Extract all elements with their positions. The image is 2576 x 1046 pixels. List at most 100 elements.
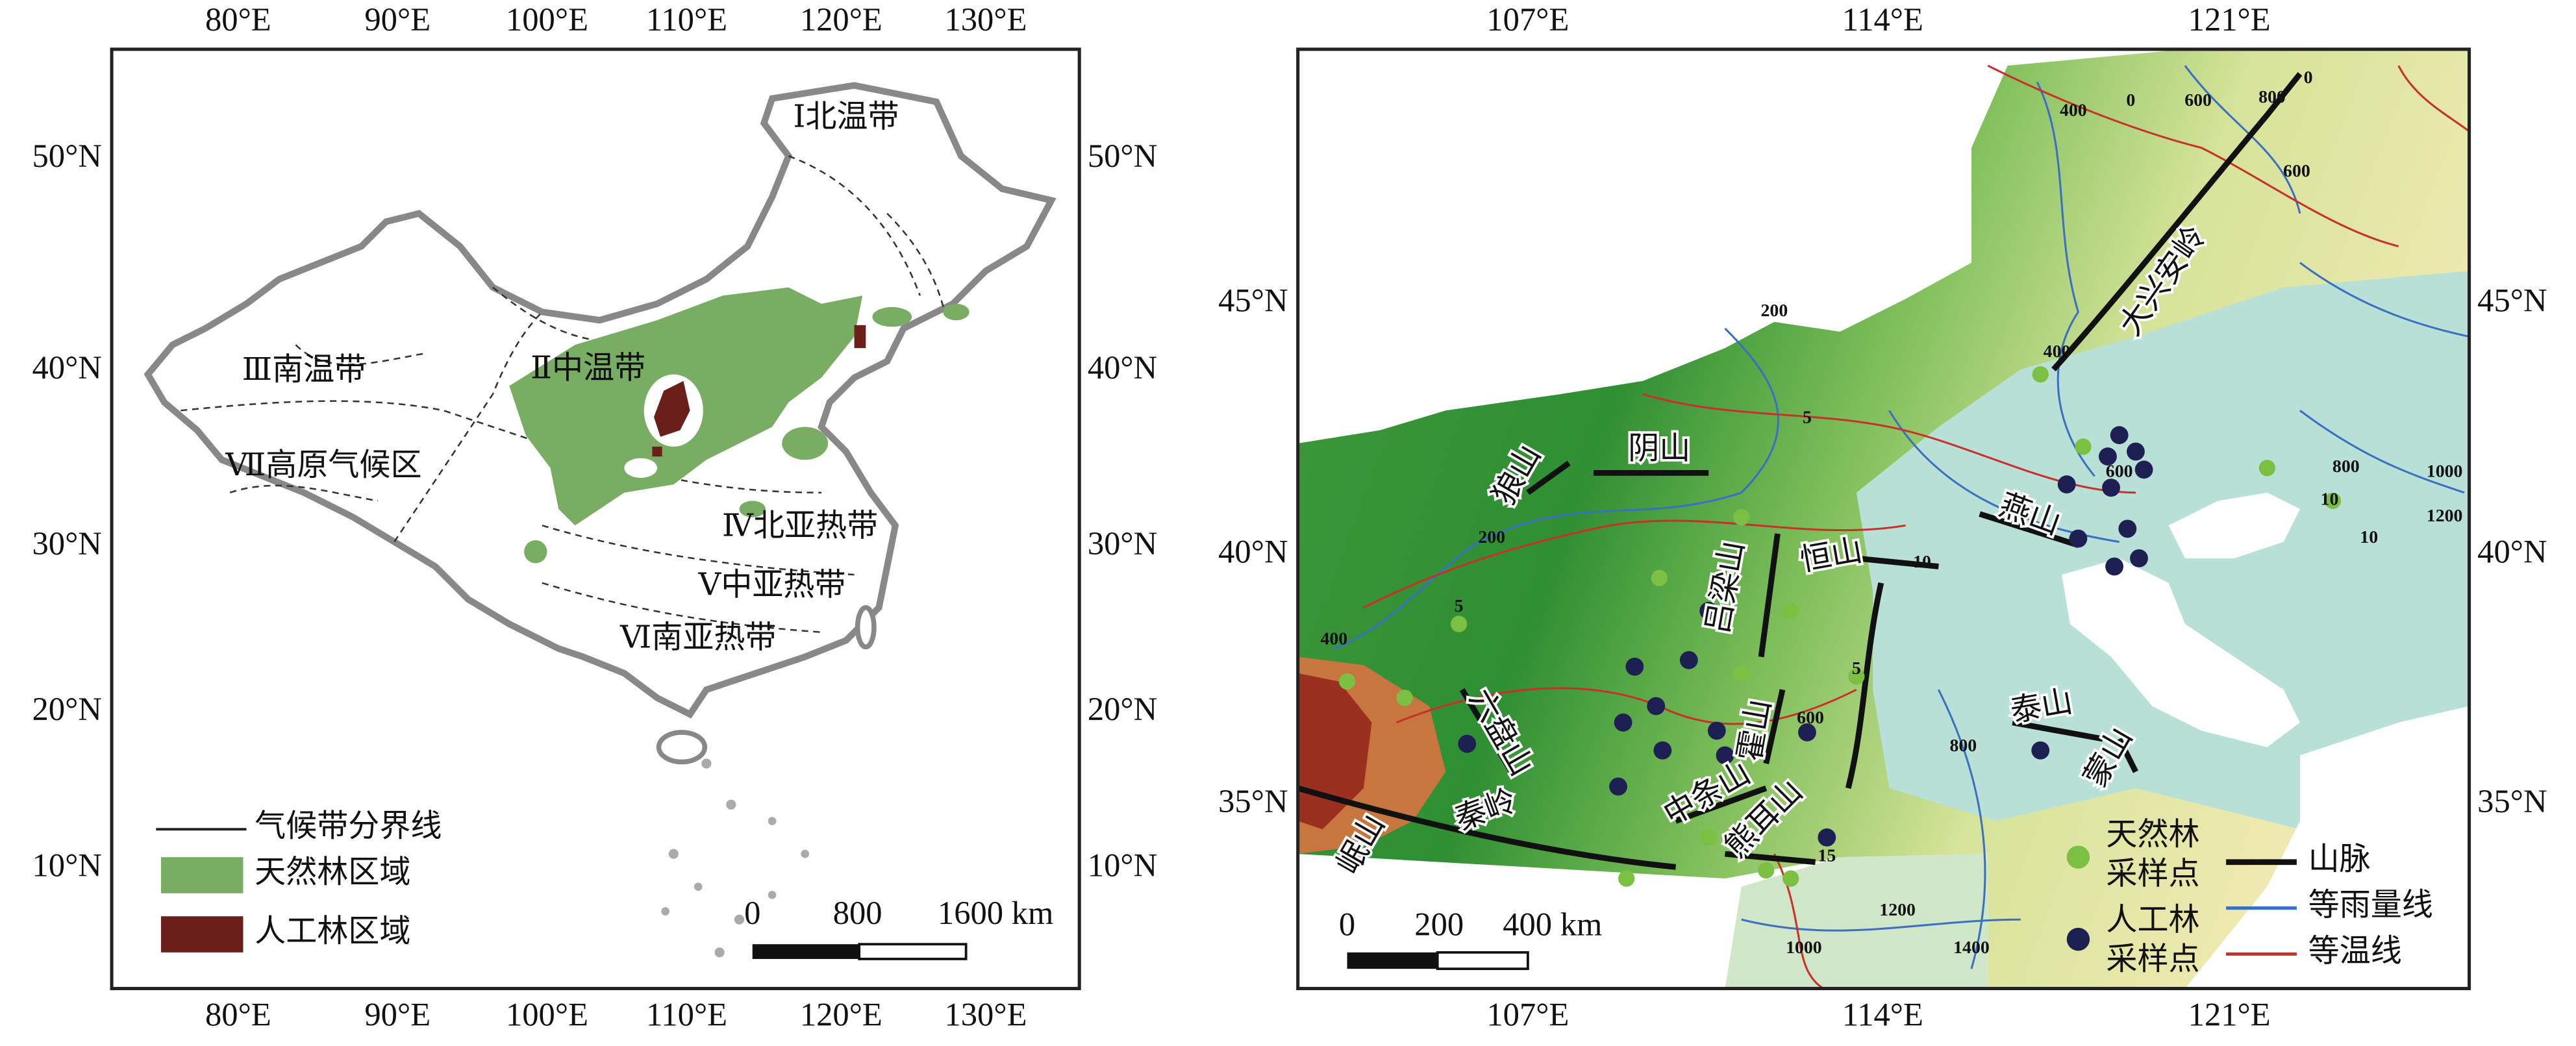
hainan bbox=[656, 730, 708, 765]
contour-label: 800 bbox=[1949, 736, 1977, 756]
legend-label: 采样点 bbox=[2106, 857, 2199, 891]
bottom-tick-label: 90°E bbox=[364, 997, 431, 1033]
lowland-south bbox=[1725, 854, 1988, 989]
contour-label: 200 bbox=[1478, 527, 1505, 547]
top-tick-label: 114°E bbox=[1842, 1, 1923, 38]
right-tick-label: 40°N bbox=[1088, 349, 1157, 386]
left-tick-label: 20°N bbox=[32, 691, 101, 727]
left-map bbox=[110, 47, 1081, 991]
bottom-tick-label: 100°E bbox=[506, 997, 588, 1033]
zone-label: Ⅴ中亚热带 bbox=[698, 567, 846, 602]
contour-label: 5 bbox=[1455, 596, 1464, 616]
right-tick-label: 45°N bbox=[2477, 282, 2547, 318]
legend-label: 等温线 bbox=[2308, 934, 2402, 968]
contour-label: 600 bbox=[2106, 462, 2133, 482]
zone-label: Ⅳ北亚热带 bbox=[722, 508, 878, 543]
legend-label: 天然林区域 bbox=[255, 855, 410, 890]
top-tick-label: 80°E bbox=[205, 1, 271, 38]
legend-natural-marker bbox=[2066, 845, 2090, 869]
left-tick-label: 40°N bbox=[32, 349, 101, 386]
scale-bar bbox=[1436, 951, 1529, 971]
legend-natural-swatch bbox=[160, 857, 244, 893]
zone-label: Ⅵ南亚热带 bbox=[619, 620, 777, 654]
scale-label: 800 bbox=[833, 895, 882, 931]
bottom-tick-label: 107°E bbox=[1486, 997, 1569, 1033]
contour-label: 1000 bbox=[1786, 938, 1822, 958]
top-tick-label: 100°E bbox=[506, 1, 588, 38]
contour-label: 1200 bbox=[1879, 900, 1916, 920]
sea bbox=[2168, 492, 2300, 558]
right-tick-label: 40°N bbox=[2477, 533, 2547, 569]
left-tick-label: 10°N bbox=[32, 847, 101, 883]
plain bbox=[1856, 271, 2470, 854]
legend-planted-swatch bbox=[160, 916, 244, 953]
contour-label: 200 bbox=[1761, 301, 1788, 321]
top-tick-label: 90°E bbox=[364, 1, 431, 38]
left-tick-label: 35°N bbox=[1218, 783, 1288, 819]
contour-label: 800 bbox=[2332, 456, 2360, 477]
scale-bar bbox=[1347, 952, 1438, 969]
legend-label: 人工林 bbox=[2106, 903, 2199, 937]
map-frame bbox=[1296, 47, 2471, 991]
sea bbox=[2184, 706, 2470, 989]
bottom-tick-label: 130°E bbox=[944, 997, 1027, 1033]
sea bbox=[2062, 558, 2300, 747]
contour-label: 800 bbox=[2258, 87, 2286, 107]
planted-samples bbox=[1458, 426, 2153, 847]
zone-label: Ⅰ北温带 bbox=[793, 100, 899, 134]
left-tick-label: 40°N bbox=[1218, 533, 1288, 569]
legend-label: 人工林区域 bbox=[255, 914, 410, 949]
planted-forest-area bbox=[652, 325, 866, 457]
contour-label: 10 bbox=[1913, 552, 1931, 572]
top-tick-label: 110°E bbox=[646, 1, 727, 38]
left-tick-label: 45°N bbox=[1218, 282, 1288, 318]
contour-label: 1000 bbox=[2427, 462, 2463, 482]
natural-samples bbox=[1338, 366, 2342, 887]
contour-label: 5 bbox=[1803, 407, 1812, 427]
mountain-label: 阴山 bbox=[1628, 432, 1690, 466]
zone-label: Ⅱ中温带 bbox=[531, 351, 645, 386]
legend-label: 山脉 bbox=[2308, 842, 2371, 877]
contour-label: 0 bbox=[2126, 90, 2135, 110]
legend-label: 天然林 bbox=[2106, 817, 2199, 852]
bottom-tick-label: 80°E bbox=[205, 997, 271, 1033]
islands bbox=[661, 758, 810, 958]
contour-label: 400 bbox=[1320, 629, 1347, 649]
contour-label: 400 bbox=[2044, 342, 2071, 362]
contour-label: 10 bbox=[2360, 527, 2378, 547]
contour-label: 15 bbox=[1818, 846, 1836, 866]
right-tick-label: 30°N bbox=[1088, 525, 1157, 562]
contour-label: 5 bbox=[1852, 658, 1861, 679]
zone-label: Ⅶ高原气候区 bbox=[225, 448, 421, 482]
bottom-tick-label: 120°E bbox=[800, 997, 882, 1033]
legend-label: 等雨量线 bbox=[2308, 888, 2433, 923]
bottom-tick-label: 121°E bbox=[2188, 997, 2271, 1033]
right-tick-label: 10°N bbox=[1088, 847, 1157, 883]
scale-label: 200 bbox=[1414, 906, 1464, 943]
scale-bar bbox=[858, 943, 968, 960]
right-tick-label: 20°N bbox=[1088, 691, 1157, 727]
contour-label: 600 bbox=[1797, 708, 1824, 728]
top-tick-label: 130°E bbox=[944, 1, 1027, 38]
scale-label: 400 km bbox=[1503, 906, 1602, 943]
scale-bar bbox=[752, 944, 860, 959]
scale-label: 1600 km bbox=[938, 895, 1053, 931]
contour-label: 10 bbox=[2321, 490, 2339, 510]
contour-label: 1400 bbox=[1953, 938, 1990, 958]
contour-label: 0 bbox=[2304, 68, 2313, 88]
legend-planted-marker bbox=[2066, 927, 2090, 951]
taiwan bbox=[855, 604, 877, 650]
top-tick-label: 107°E bbox=[1486, 1, 1569, 38]
contour-label: 400 bbox=[2060, 100, 2087, 120]
isohyets bbox=[1333, 65, 2470, 969]
contour-label: 600 bbox=[2283, 161, 2310, 181]
top-tick-label: 120°E bbox=[800, 1, 882, 38]
legend-label: 气候带分界线 bbox=[255, 809, 442, 843]
contour-label: 600 bbox=[2184, 90, 2212, 110]
left-tick-label: 30°N bbox=[32, 525, 101, 562]
scale-label: 0 bbox=[744, 895, 760, 931]
red-highland-dark bbox=[1297, 673, 1372, 830]
right-map bbox=[1296, 47, 2471, 991]
